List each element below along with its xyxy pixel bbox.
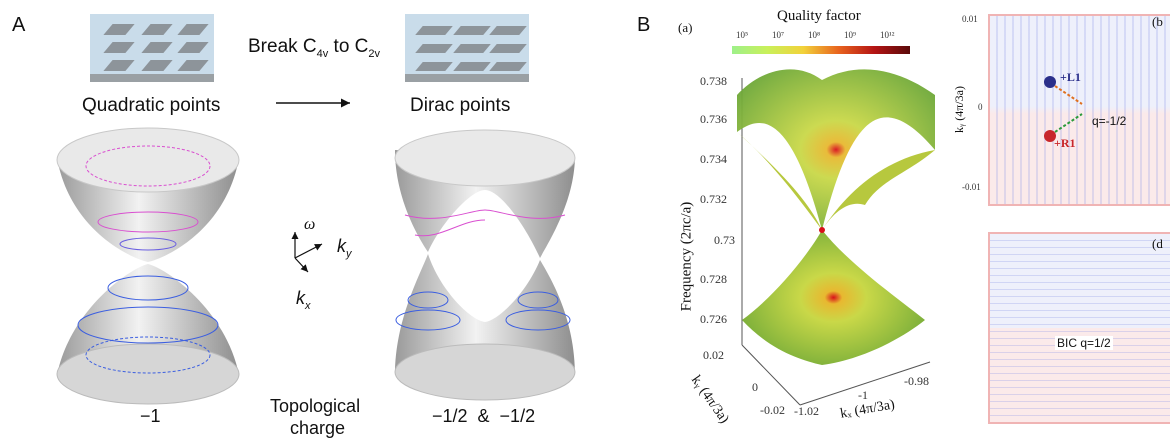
break-symmetry-label: Break C4v to C2v	[248, 36, 381, 60]
y-tick: 0.726	[700, 312, 727, 326]
panel-b-letter: B	[637, 14, 651, 36]
omega-label: ω	[304, 216, 316, 233]
quality-colorbar	[732, 46, 910, 54]
b-y-tick: 0	[978, 102, 983, 112]
charge-right: −1/2 & −1/2	[432, 406, 536, 426]
dirac-lower-surface	[395, 254, 575, 375]
kx-tick: -1	[858, 388, 868, 402]
bic-label: BIC q=1/2	[1055, 336, 1113, 350]
ky-tick: -0.02	[760, 403, 785, 417]
R1-label: +R1	[1054, 136, 1076, 150]
cb-tick: 10¹²	[880, 30, 895, 40]
kx-tick: -0.98	[904, 374, 929, 388]
subpanel-d-label: (d	[1152, 236, 1163, 251]
b-y-tick: 0.01	[962, 14, 978, 24]
polarization-map-b	[988, 14, 1170, 206]
polarization-map-d	[988, 232, 1170, 424]
ky-tick: 0.02	[703, 348, 724, 362]
lower-band-surface	[742, 230, 925, 365]
dirac-points-label: Dirac points	[410, 95, 511, 116]
subpanel-b-label: (b	[1152, 14, 1163, 29]
panel-a-letter: A	[12, 14, 26, 36]
ky-axis-label: ky	[337, 236, 352, 260]
ky-tick: 0	[752, 380, 758, 394]
b-y-tick: -0.01	[962, 182, 981, 192]
photonic-slab-left	[90, 14, 214, 82]
y-tick: 0.732	[700, 192, 727, 206]
charge-title-line2: charge	[290, 418, 346, 438]
colorbar-title: Quality factor	[777, 8, 861, 24]
quadratic-points-label: Quadratic points	[82, 95, 221, 116]
kx-tick: -1.02	[794, 404, 819, 418]
cb-tick: 10⁵	[736, 30, 749, 40]
kx-axis	[294, 257, 309, 273]
kx-axis-label: kx	[296, 288, 311, 312]
charge-left: −1	[140, 406, 161, 426]
y-tick: 0.736	[700, 112, 727, 126]
y-tick: 0.734	[700, 152, 727, 166]
upper-band-surface	[737, 69, 935, 230]
cb-tick: 10⁹	[844, 30, 857, 40]
cb-tick: 10⁸	[808, 30, 821, 40]
quadratic-lower-cone	[57, 264, 239, 375]
ky-axis	[294, 243, 323, 259]
subpanel-a-label: (a)	[678, 20, 693, 35]
y-tick: 0.73	[714, 233, 735, 247]
cb-tick: 10⁷	[772, 30, 785, 40]
y-tick: 0.738	[700, 74, 727, 88]
L1-label: +L1	[1060, 70, 1081, 84]
y-tick: 0.728	[700, 272, 727, 286]
q-b-label: q=-1/2	[1092, 114, 1127, 128]
photonic-slab-right	[405, 14, 529, 82]
charge-title-line1: Topological	[270, 396, 361, 416]
